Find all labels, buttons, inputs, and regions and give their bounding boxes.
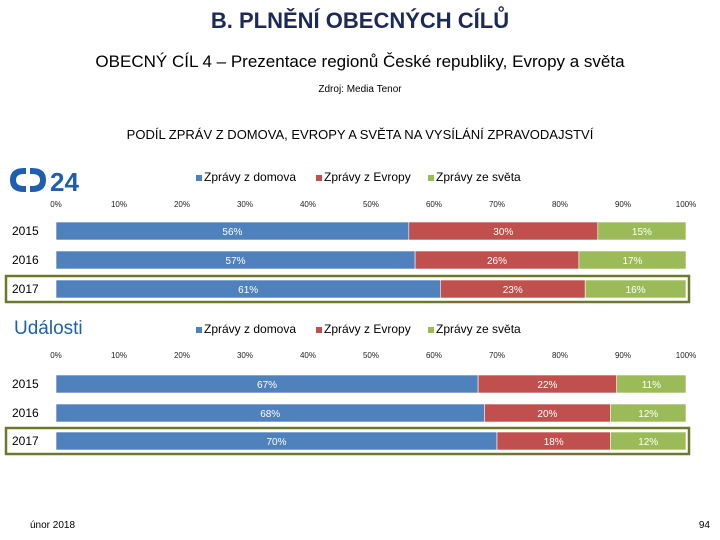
data-label: 23% <box>503 285 523 296</box>
highlight-frame <box>4 274 691 304</box>
chart-heading: PODÍL ZPRÁV Z DOMOVA, EVROPY A SVĚTA NA … <box>126 127 594 142</box>
data-label: 16% <box>626 285 646 296</box>
x-tick-label: 80% <box>552 351 568 360</box>
x-tick-label: 90% <box>615 200 631 209</box>
data-label: 22% <box>537 380 557 391</box>
data-label: 15% <box>632 227 652 238</box>
data-label: 12% <box>638 437 658 448</box>
data-label: 57% <box>226 256 246 267</box>
category-label: 2015 <box>12 377 39 391</box>
x-tick-label: 80% <box>552 200 568 209</box>
data-label: 30% <box>493 227 513 238</box>
legend-swatch <box>316 327 322 333</box>
data-label: 17% <box>622 256 642 267</box>
data-label: 11% <box>642 380 661 391</box>
x-tick-label: 70% <box>489 351 505 360</box>
footer-date: únor 2018 <box>30 520 76 531</box>
legend-swatch <box>428 327 434 333</box>
x-tick-label: 0% <box>50 351 62 360</box>
bar-segment <box>597 221 687 241</box>
category-label: 2017 <box>12 434 39 448</box>
x-tick-label: 50% <box>363 351 379 360</box>
page-title: B. PLNĚNÍ OBECNÝCH CÍLŮ <box>210 8 510 33</box>
x-tick-label: 100% <box>676 351 696 360</box>
category-label: 2016 <box>12 406 39 420</box>
udalosti-logo-icon: Události <box>14 318 83 339</box>
logo-text: 24 <box>50 167 79 197</box>
x-tick-label: 90% <box>615 351 631 360</box>
x-tick-label: 10% <box>111 351 127 360</box>
x-tick-label: 60% <box>426 200 442 209</box>
legend-entry: Zprávy z domova <box>204 322 296 336</box>
legend-swatch <box>316 175 322 181</box>
data-label: 18% <box>544 437 564 448</box>
x-tick-label: 0% <box>50 200 62 209</box>
data-label: 68% <box>260 409 280 420</box>
page-subtitle: OBECNÝ CÍL 4 – Prezentace regionů České … <box>95 52 625 71</box>
legend-entry: Zprávy ze světa <box>436 322 521 336</box>
data-label: 12% <box>638 409 658 420</box>
data-label: 20% <box>537 409 557 420</box>
data-label: 67% <box>257 380 277 391</box>
chart-2: Události Zprávy z domova Zprávy z Evropy Zp… <box>4 318 696 456</box>
bar-segment <box>584 279 687 299</box>
legend-swatch <box>428 175 434 181</box>
legend-swatch <box>196 175 202 181</box>
x-tick-label: 70% <box>489 200 505 209</box>
ct24-logo-icon: 24 <box>10 167 79 197</box>
data-label: 70% <box>266 437 286 448</box>
x-tick-label: 60% <box>426 351 442 360</box>
legend-entry: Zprávy ze světa <box>436 170 521 184</box>
chart-1: 24 Zprávy z domova Zprávy z Evropy Zprávy z… <box>4 167 696 304</box>
x-tick-label: 40% <box>300 351 316 360</box>
category-label: 2017 <box>12 282 39 296</box>
page-number: 94 <box>698 520 710 531</box>
x-tick-label: 30% <box>237 351 253 360</box>
bar-segment <box>610 431 687 451</box>
x-tick-label: 100% <box>676 200 696 209</box>
legend-entry: Zprávy z domova <box>204 170 296 184</box>
data-label: 61% <box>238 285 258 296</box>
bar-segment <box>616 374 687 394</box>
x-tick-label: 50% <box>363 200 379 209</box>
legend-swatch <box>196 327 202 333</box>
data-label: 56% <box>222 227 242 238</box>
highlight-frame <box>4 426 691 456</box>
x-tick-label: 20% <box>174 351 190 360</box>
legend-entry: Zprávy z Evropy <box>324 322 411 336</box>
category-label: 2016 <box>12 253 39 267</box>
x-tick-label: 40% <box>300 200 316 209</box>
x-tick-label: 20% <box>174 200 190 209</box>
bar-segment <box>578 250 687 270</box>
x-tick-label: 30% <box>237 200 253 209</box>
bar-segment <box>610 403 687 423</box>
x-tick-label: 10% <box>111 200 127 209</box>
legend-entry: Zprávy z Evropy <box>324 170 411 184</box>
data-label: 26% <box>487 256 507 267</box>
source-note: Zdroj: Media Tenor <box>318 84 402 95</box>
category-label: 2015 <box>12 224 39 238</box>
